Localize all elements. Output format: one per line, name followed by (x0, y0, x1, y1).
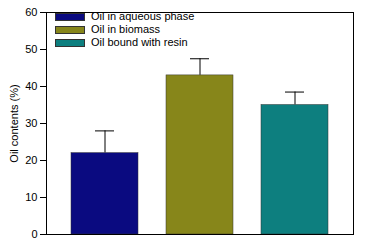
svg-text:60: 60 (25, 6, 37, 18)
svg-text:50: 50 (25, 43, 37, 55)
svg-text:40: 40 (25, 80, 37, 92)
svg-text:0: 0 (31, 228, 37, 240)
html-text:Oil in biomass: Oil in biomass (91, 23, 161, 35)
html-text:Oil in aqueous phase: Oil in aqueous phase (91, 10, 195, 22)
svg-text:20: 20 (25, 154, 37, 166)
svg-text:Oil contents (%): Oil contents (%) (8, 84, 20, 162)
svg-text:10: 10 (25, 191, 37, 203)
svg-text:30: 30 (25, 117, 37, 129)
html-text:Oil bound with resin: Oil bound with resin (91, 36, 188, 48)
